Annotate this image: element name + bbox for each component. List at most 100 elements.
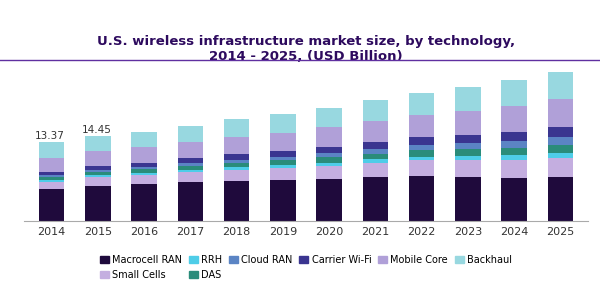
Bar xyxy=(85,186,110,221)
Bar xyxy=(316,163,342,166)
Bar xyxy=(548,153,573,158)
Bar xyxy=(502,141,527,148)
Bar xyxy=(39,158,64,172)
Bar xyxy=(316,108,342,127)
Bar xyxy=(316,166,342,179)
Bar xyxy=(409,93,434,115)
Bar xyxy=(270,160,296,165)
Bar xyxy=(362,149,388,153)
Bar xyxy=(502,160,527,178)
Bar xyxy=(409,150,434,157)
Bar xyxy=(270,165,296,168)
Bar xyxy=(316,153,342,157)
Bar xyxy=(131,184,157,221)
Bar xyxy=(85,177,110,186)
Bar xyxy=(316,127,342,147)
Bar xyxy=(316,179,342,221)
Bar xyxy=(409,176,434,221)
Bar xyxy=(224,154,250,160)
Bar xyxy=(270,151,296,157)
Bar xyxy=(224,119,250,137)
Bar xyxy=(131,175,157,184)
Bar xyxy=(178,158,203,163)
Legend: Macrocell RAN, Small Cells, RRH, DAS, Cloud RAN, Carrier Wi-Fi, Mobile Core, Bac: Macrocell RAN, Small Cells, RRH, DAS, Cl… xyxy=(96,251,516,284)
Bar xyxy=(224,163,250,168)
Bar xyxy=(39,142,64,158)
Bar xyxy=(131,147,157,163)
Bar xyxy=(548,177,573,221)
Text: 13.37: 13.37 xyxy=(35,132,65,142)
Bar xyxy=(224,160,250,163)
Bar xyxy=(362,163,388,177)
Bar xyxy=(85,175,110,177)
Bar xyxy=(455,156,481,160)
Text: 14.45: 14.45 xyxy=(82,125,111,135)
Bar xyxy=(455,87,481,111)
Bar xyxy=(131,163,157,167)
Bar xyxy=(502,132,527,141)
Bar xyxy=(39,172,64,175)
Bar xyxy=(455,149,481,156)
Bar xyxy=(39,180,64,182)
Bar xyxy=(270,132,296,151)
Bar xyxy=(502,148,527,155)
Bar xyxy=(131,167,157,169)
Bar xyxy=(502,106,527,132)
Bar xyxy=(224,168,250,170)
Bar xyxy=(455,135,481,143)
Bar xyxy=(362,142,388,149)
Bar xyxy=(409,145,434,150)
Bar xyxy=(39,175,64,177)
Bar xyxy=(39,189,64,221)
Bar xyxy=(224,137,250,154)
Bar xyxy=(178,142,203,158)
Bar xyxy=(39,182,64,189)
Bar xyxy=(85,136,110,151)
Bar xyxy=(316,147,342,153)
Bar xyxy=(85,172,110,175)
Bar xyxy=(131,169,157,173)
Bar xyxy=(178,166,203,170)
Bar xyxy=(85,170,110,172)
Bar xyxy=(131,132,157,147)
Bar xyxy=(178,163,203,166)
Bar xyxy=(270,114,296,132)
Bar xyxy=(270,168,296,180)
Bar xyxy=(409,137,434,145)
Bar xyxy=(178,170,203,172)
Bar xyxy=(131,173,157,175)
Bar xyxy=(502,155,527,160)
Bar xyxy=(409,160,434,176)
Bar xyxy=(455,111,481,135)
Bar xyxy=(178,126,203,142)
Bar xyxy=(548,99,573,127)
Title: U.S. wireless infrastructure market size, by technology,
2014 - 2025, (USD Billi: U.S. wireless infrastructure market size… xyxy=(97,35,515,63)
Bar xyxy=(548,137,573,145)
Bar xyxy=(455,177,481,221)
Bar xyxy=(362,177,388,221)
Bar xyxy=(362,121,388,142)
Bar xyxy=(548,145,573,153)
Bar xyxy=(548,127,573,137)
Bar xyxy=(85,151,110,166)
Bar xyxy=(362,100,388,121)
Bar xyxy=(362,153,388,159)
Bar xyxy=(502,80,527,106)
Bar xyxy=(85,166,110,170)
Bar xyxy=(548,158,573,177)
Bar xyxy=(224,170,250,181)
Bar xyxy=(502,178,527,221)
Bar xyxy=(455,160,481,177)
Bar xyxy=(362,159,388,163)
Bar xyxy=(270,157,296,160)
Bar xyxy=(455,143,481,149)
Bar xyxy=(224,181,250,221)
Bar xyxy=(178,172,203,182)
Bar xyxy=(548,72,573,99)
Bar xyxy=(39,177,64,180)
Bar xyxy=(409,157,434,160)
Bar xyxy=(409,115,434,137)
Bar xyxy=(178,182,203,221)
Bar xyxy=(316,157,342,163)
Bar xyxy=(270,180,296,221)
